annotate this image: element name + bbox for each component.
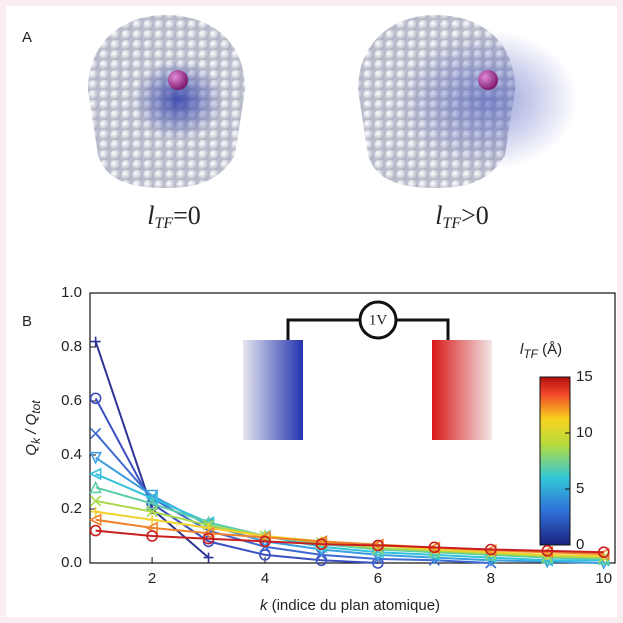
marker xyxy=(540,550,554,564)
x-tick-label: 6 xyxy=(374,570,382,587)
caption-sub: TF xyxy=(154,215,173,232)
colorbar-tick-label: 15 xyxy=(576,368,593,385)
marker xyxy=(259,535,271,548)
cluster xyxy=(358,15,578,188)
marker xyxy=(597,546,610,559)
marker xyxy=(90,495,102,507)
label-part: (Å) xyxy=(538,341,562,358)
label-part: / Q xyxy=(23,413,40,438)
series-line xyxy=(94,432,491,564)
caption-var: l xyxy=(435,201,442,230)
panel-letter: A xyxy=(22,29,32,46)
colorbar-label: lTF (Å) xyxy=(520,341,562,361)
marker xyxy=(89,524,102,537)
y-tick-label: 0.2 xyxy=(61,500,82,517)
marker xyxy=(201,527,215,540)
marker xyxy=(89,451,102,465)
label-part: (indice du plan atomique) xyxy=(267,597,440,614)
y-tick-label: 0.4 xyxy=(61,446,82,463)
y-tick-label: 0.8 xyxy=(61,338,82,355)
colorbar-tick-label: 5 xyxy=(576,480,584,497)
marker xyxy=(145,489,159,503)
marker xyxy=(88,513,102,527)
marker xyxy=(90,427,102,439)
panel-letter: B xyxy=(22,313,32,330)
x-tick-label: 10 xyxy=(595,570,612,587)
caption-var: l xyxy=(147,201,154,230)
caption: lTF=0 xyxy=(147,201,201,232)
source-label: 1V xyxy=(369,312,388,328)
plot-frame xyxy=(89,292,616,564)
marker xyxy=(89,392,102,405)
colorbar xyxy=(539,376,571,546)
marker xyxy=(146,506,158,518)
colorbar-tick-label: 0 xyxy=(576,536,584,553)
marker xyxy=(90,336,101,347)
series-line xyxy=(95,486,604,560)
marker xyxy=(259,549,271,561)
label-part: Q xyxy=(23,444,40,456)
caption-rest: >0 xyxy=(461,201,489,230)
series-line xyxy=(95,518,604,556)
label-part: l xyxy=(520,341,524,358)
y-tick-label: 0.6 xyxy=(61,392,82,409)
marker xyxy=(597,552,611,565)
caption-rest: =0 xyxy=(173,201,201,230)
label-part: tot xyxy=(29,400,43,414)
x-tick-label: 8 xyxy=(487,570,495,587)
marker xyxy=(145,496,159,510)
y-axis-label: Qk / Qtot xyxy=(23,400,43,456)
inset: 1V xyxy=(243,300,492,440)
marker xyxy=(203,552,214,563)
label-part: k xyxy=(260,597,269,614)
cluster xyxy=(88,15,245,188)
marker xyxy=(202,532,215,545)
x-axis-label: k (indice du plan atomique) xyxy=(260,597,440,614)
colorbar-tick-label: 10 xyxy=(576,424,593,441)
marker xyxy=(258,531,271,544)
x-tick-label: 4 xyxy=(261,570,269,587)
marker xyxy=(88,467,102,481)
caption-sub: TF xyxy=(442,215,461,232)
series-line xyxy=(95,529,604,554)
label-part: k xyxy=(29,437,43,444)
y-tick-label: 1.0 xyxy=(61,284,82,301)
x-tick-label: 2 xyxy=(148,570,156,587)
marker xyxy=(485,543,497,556)
marker xyxy=(89,480,102,494)
marker xyxy=(146,530,158,542)
series-line xyxy=(95,472,604,562)
marker xyxy=(90,506,101,517)
y-tick-label: 0.0 xyxy=(61,554,82,571)
marker xyxy=(315,538,328,550)
marker xyxy=(147,514,158,525)
caption: lTF>0 xyxy=(435,201,489,232)
marker xyxy=(428,541,441,554)
marker xyxy=(372,539,384,552)
marker xyxy=(541,545,554,557)
marker xyxy=(145,491,158,505)
label-part: TF xyxy=(523,347,538,361)
